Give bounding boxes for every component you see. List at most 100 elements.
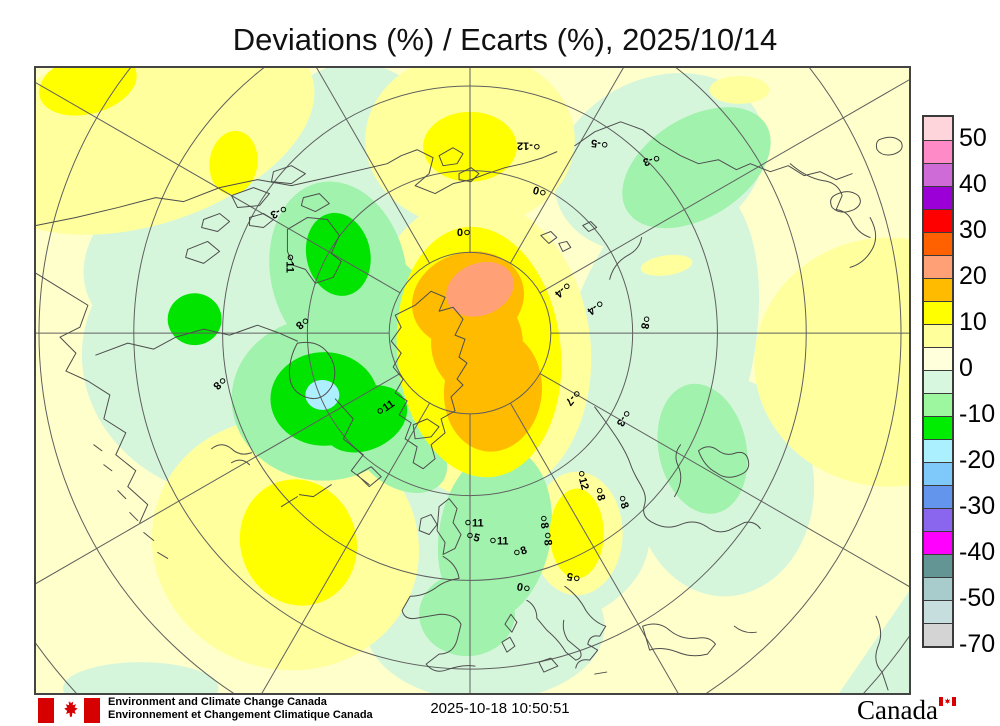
islands-archipelago (185, 165, 330, 264)
meridian-line (316, 68, 431, 264)
coast-caspian (875, 136, 903, 691)
meridian-line (539, 373, 909, 587)
meridian-line (509, 68, 624, 264)
colorbar-cell (924, 416, 952, 439)
station-marker-icon (280, 206, 287, 213)
station-value: 0 (457, 225, 463, 237)
station-marker-icon (564, 283, 570, 290)
station-label: 8 (541, 532, 554, 546)
islands-svalbard (540, 221, 598, 252)
canada-wordmark: Canada (857, 695, 938, 725)
coast-ne-siberia (574, 121, 853, 181)
station-marker-icon (302, 318, 309, 324)
station-value: 12 (576, 476, 591, 491)
station-label: 11 (490, 535, 509, 547)
meridian-line (509, 402, 679, 693)
colorbar-label: -20 (959, 446, 996, 474)
coast-chukotka (36, 272, 89, 372)
station-marker-icon (524, 585, 530, 592)
station-marker-icon (465, 519, 471, 526)
station-label: 0 (516, 580, 530, 593)
meridian-line (36, 373, 401, 585)
coast-france-iberia (401, 555, 476, 672)
colorbar-cell (924, 623, 952, 646)
colorbar-cell (924, 393, 952, 416)
station-value: 0 (532, 183, 541, 196)
colorbar-cell (924, 117, 952, 140)
island-baffin (286, 217, 342, 284)
station-marker-icon (619, 495, 626, 502)
islands-severnaya (438, 147, 480, 183)
org-name-fr: Environnement et Changement Climatique C… (108, 709, 373, 721)
coast-alaska (65, 370, 149, 524)
station-marker-icon (579, 470, 585, 477)
coast-labrador (280, 398, 382, 508)
colorbar-cell (924, 508, 952, 531)
station-value: 8 (617, 501, 630, 511)
org-name-en: Environment and Climate Change Canada (108, 696, 327, 708)
station-marker-icon (514, 549, 520, 556)
coast-italy (501, 599, 582, 673)
colorbar-cell (924, 554, 952, 577)
coast-black-sea (642, 623, 757, 657)
station-marker-icon (596, 301, 603, 307)
station-value: 11 (497, 535, 509, 547)
colorbar-label: -40 (959, 538, 996, 566)
station-value: 8 (541, 539, 553, 546)
field-cyan-core (305, 380, 340, 410)
station-marker-icon (377, 408, 383, 414)
colorbar-cell (924, 439, 952, 462)
colorbar-label: -70 (959, 630, 996, 658)
coast-uk-ireland (418, 498, 462, 555)
station-value: 8 (519, 544, 529, 557)
colorbar-cell (924, 278, 952, 301)
colorbar-label: 0 (959, 354, 973, 382)
station-marker-icon (545, 532, 551, 539)
station-label: -3 (641, 154, 660, 168)
station-label: 12 (576, 470, 591, 491)
wordmark-flag-icon (939, 697, 956, 706)
colorbar-label: 30 (959, 216, 987, 244)
station-marker-icon (540, 189, 546, 196)
station-marker-icon (464, 229, 470, 236)
station-marker-icon (596, 487, 603, 494)
colorbar-label: -30 (959, 492, 996, 520)
coast-okhotsk (789, 163, 877, 268)
station-label: 8 (594, 487, 607, 502)
station-label: -5 (591, 137, 608, 149)
islands-pacific (93, 444, 169, 559)
station-marker-icon (574, 575, 580, 582)
coast-arctic-russia (36, 149, 558, 226)
colorbar-label: 20 (959, 262, 987, 290)
colorbar-cell (924, 462, 952, 485)
station-label: 0 (457, 225, 470, 237)
station-value: 8 (538, 522, 551, 530)
station-value: 11 (283, 261, 295, 273)
station-marker-icon (534, 144, 540, 150)
station-label: 8 (638, 316, 651, 330)
meridian-line (261, 402, 431, 693)
station-label: 8 (617, 495, 631, 511)
station-label: 11 (283, 254, 295, 273)
station-marker-icon (643, 316, 650, 322)
station-marker-icon (623, 411, 630, 417)
station-label: 8 (514, 544, 529, 558)
colorbar-cell (924, 324, 952, 347)
colorbar-cell (924, 600, 952, 623)
station-marker-icon (490, 537, 496, 544)
station-marker-icon (467, 532, 473, 539)
station-marker-icon (541, 515, 547, 522)
field-salmon-core (446, 261, 514, 317)
colorbar-cell (924, 370, 952, 393)
colorbar (922, 115, 954, 648)
station-value: 8 (594, 493, 607, 502)
station-value: 5 (472, 532, 481, 545)
coast-scandinavia-baltic (594, 406, 761, 533)
station-marker-icon (574, 391, 580, 397)
station-marker-icon (219, 378, 226, 384)
meridian-line (539, 79, 909, 294)
station-label: -12 (517, 140, 540, 152)
colorbar-cell (924, 186, 952, 209)
